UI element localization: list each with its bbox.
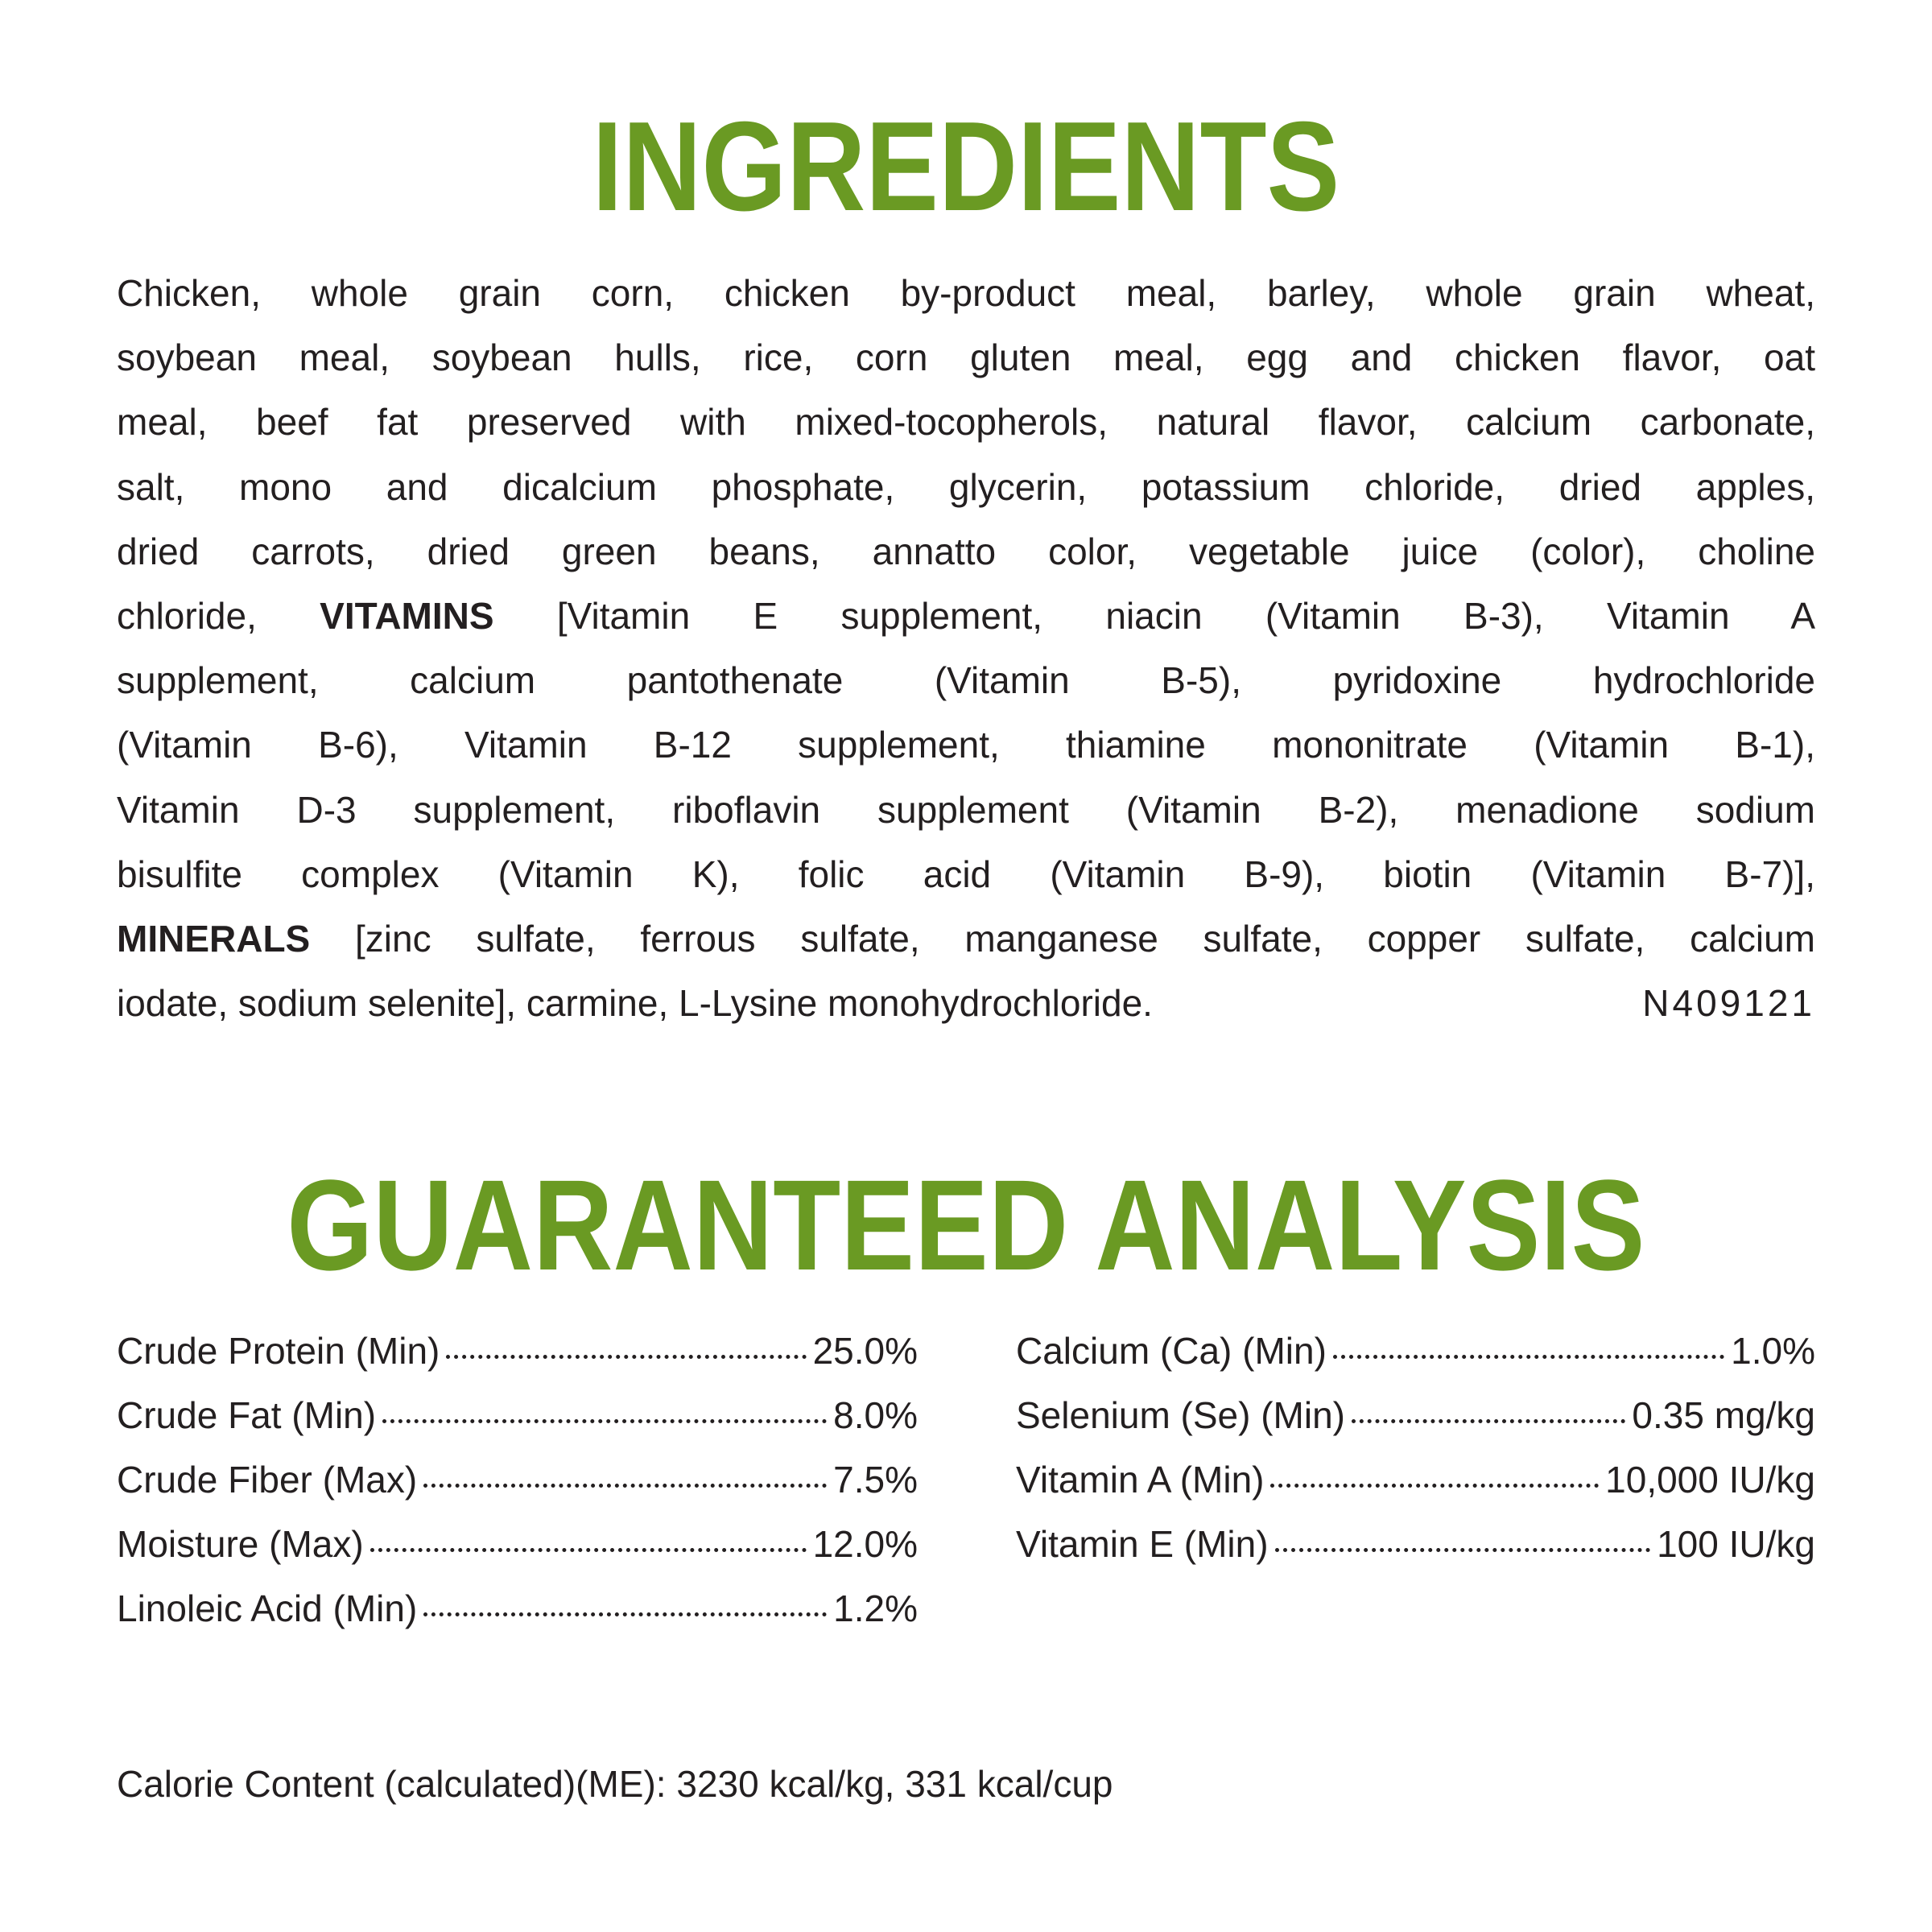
text: supplement, calcium pantothenate (Vitami… [117, 659, 1815, 702]
analysis-title: GUARANTEED ANALYSIS [0, 1161, 1932, 1290]
ingredients-line: Chicken, whole grain corn, chicken by-pr… [117, 266, 1815, 330]
product-code: N409121 [1642, 982, 1815, 1025]
analysis-row: Vitamin A (Min) 10,000 IU/kg [1016, 1455, 1815, 1520]
analysis-row: Selenium (Se) (Min) 0.35 mg/kg [1016, 1391, 1815, 1455]
analysis-label: Vitamin A (Min) [1016, 1459, 1265, 1501]
dot-leader [1274, 1548, 1651, 1552]
ingredients-line: bisulfite complex (Vitamin K), folic aci… [117, 847, 1815, 911]
analysis-label: Crude Protein (Min) [117, 1330, 440, 1372]
analysis-value: 100 IU/kg [1657, 1523, 1815, 1565]
ingredients-line: chloride, VITAMINS [Vitamin E supplement… [117, 588, 1815, 653]
analysis-row: Moisture (Max) 12.0% [117, 1520, 918, 1584]
dot-leader [1352, 1419, 1626, 1423]
analysis-value: 8.0% [833, 1394, 918, 1436]
analysis-row: Vitamin E (Min) 100 IU/kg [1016, 1520, 1815, 1584]
text: Chicken, whole grain corn, chicken by-pr… [117, 272, 1815, 314]
analysis-label: Calcium (Ca) (Min) [1016, 1330, 1327, 1372]
analysis-row: Crude Protein (Min) 25.0% [117, 1327, 918, 1391]
text: (Vitamin B-6), Vitamin B-12 supplement, … [117, 724, 1815, 766]
dot-leader [382, 1419, 828, 1423]
analysis-value: 10,000 IU/kg [1605, 1459, 1815, 1501]
calorie-content: Calorie Content (calculated)(ME): 3230 k… [117, 1763, 1113, 1805]
ingredients-list: Chicken, whole grain corn, chicken by-pr… [117, 266, 1815, 1040]
dot-leader [1332, 1355, 1725, 1359]
analysis-right-column: Calcium (Ca) (Min) 1.0% Selenium (Se) (Min… [1016, 1327, 1815, 1584]
analysis-value: 1.2% [833, 1587, 918, 1629]
minerals-heading: MINERALS [117, 917, 311, 960]
analysis-label: Moisture (Max) [117, 1523, 364, 1565]
analysis-value: 1.0% [1731, 1330, 1815, 1372]
analysis-title-text: GUARANTEED ANALYSIS [287, 1153, 1645, 1297]
text: dried carrots, dried green beans, annatt… [117, 530, 1815, 572]
vitamins-heading: VITAMINS [320, 594, 494, 637]
text: meal, beef fat preserved with mixed-toco… [117, 401, 1815, 444]
analysis-row: Calcium (Ca) (Min) 1.0% [1016, 1327, 1815, 1391]
ingredients-line: dried carrots, dried green beans, annatt… [117, 524, 1815, 588]
ingredients-title: INGREDIENTS [0, 103, 1932, 230]
text: [Vitamin E supplement, niacin (Vitamin B… [493, 594, 1815, 637]
ingredients-line: salt, mono and dicalcium phosphate, glyc… [117, 460, 1815, 524]
dot-leader [1270, 1484, 1600, 1488]
dot-leader [423, 1612, 828, 1616]
text: [zinc sulfate, ferrous sulfate, manganes… [310, 917, 1815, 960]
analysis-row: Crude Fiber (Max) 7.5% [117, 1455, 918, 1520]
dot-leader [446, 1355, 807, 1359]
analysis-value: 25.0% [812, 1330, 918, 1372]
analysis-value: 7.5% [833, 1459, 918, 1501]
text: chloride, [117, 594, 320, 637]
text: salt, mono and dicalcium phosphate, glyc… [117, 465, 1815, 508]
analysis-label: Selenium (Se) (Min) [1016, 1394, 1345, 1436]
analysis-row: Crude Fat (Min) 8.0% [117, 1391, 918, 1455]
dot-leader [369, 1548, 807, 1552]
ingredients-title-text: INGREDIENTS [592, 96, 1340, 237]
analysis-label: Crude Fiber (Max) [117, 1459, 418, 1501]
analysis-row: Linoleic Acid (Min) 1.2% [117, 1584, 918, 1649]
analysis-label: Crude Fat (Min) [117, 1394, 377, 1436]
text: iodate, sodium selenite], carmine, L-Lys… [117, 982, 1153, 1025]
ingredients-line: iodate, sodium selenite], carmine, L-Lys… [117, 976, 1815, 1040]
analysis-value: 0.35 mg/kg [1632, 1394, 1815, 1436]
dot-leader [423, 1484, 828, 1488]
text: soybean meal, soybean hulls, rice, corn … [117, 336, 1815, 379]
analysis-left-column: Crude Protein (Min) 25.0% Crude Fat (Min) 8… [117, 1327, 918, 1649]
ingredients-line: soybean meal, soybean hulls, rice, corn … [117, 330, 1815, 394]
ingredients-line: MINERALS [zinc sulfate, ferrous sulfate,… [117, 911, 1815, 976]
ingredients-line: supplement, calcium pantothenate (Vitami… [117, 653, 1815, 717]
text: bisulfite complex (Vitamin K), folic aci… [117, 852, 1815, 895]
analysis-label: Linoleic Acid (Min) [117, 1587, 418, 1629]
ingredients-line: meal, beef fat preserved with mixed-toco… [117, 394, 1815, 459]
ingredients-line: (Vitamin B-6), Vitamin B-12 supplement, … [117, 717, 1815, 782]
ingredients-line: Vitamin D-3 supplement, riboflavin suppl… [117, 782, 1815, 847]
analysis-value: 12.0% [812, 1523, 918, 1565]
analysis-label: Vitamin E (Min) [1016, 1523, 1269, 1565]
text: Vitamin D-3 supplement, riboflavin suppl… [117, 788, 1815, 831]
